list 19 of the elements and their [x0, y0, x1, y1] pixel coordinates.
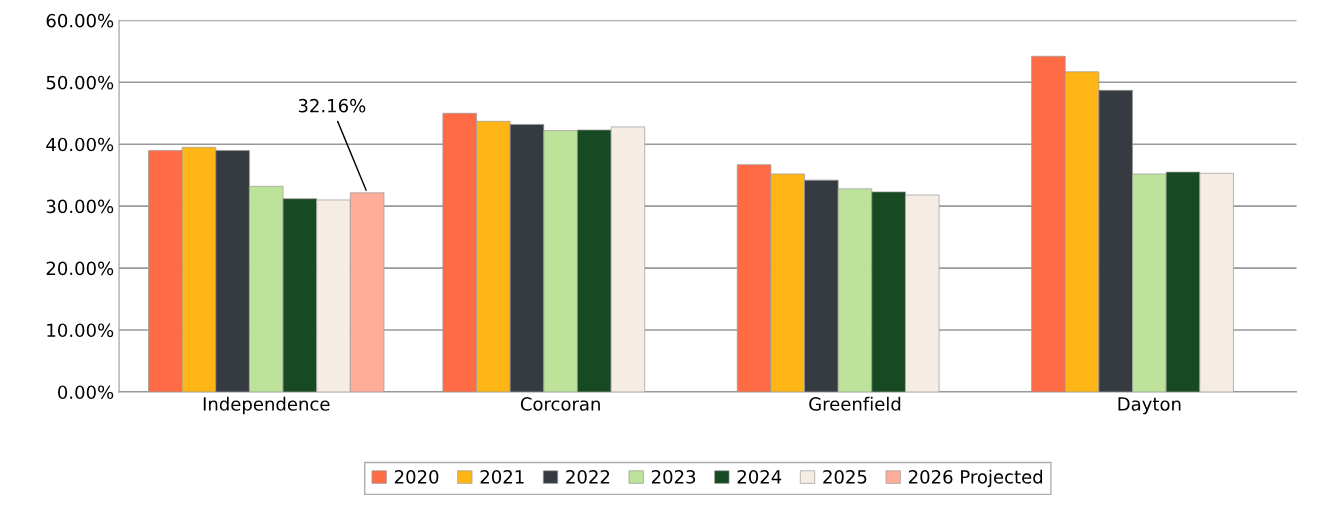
- y-tick-label: 0.00%: [58, 385, 114, 400]
- legend-label: 2024: [737, 470, 782, 484]
- y-tick-label: 50.00%: [46, 75, 114, 90]
- y-tick-label: 20.00%: [46, 261, 114, 276]
- legend-label: 2026 Projected: [908, 469, 1043, 488]
- legend-label: 2021: [480, 470, 524, 484]
- legend-label: 2023: [651, 470, 696, 484]
- x-tick-label: Independence: [203, 396, 330, 415]
- x-tick-label: Greenfield: [809, 396, 901, 411]
- data-label: 32.16%: [298, 98, 366, 113]
- y-tick-label: 10.00%: [47, 323, 114, 338]
- x-tick-label: Corcoran: [520, 397, 600, 411]
- legend-label: 2022: [566, 470, 610, 484]
- y-tick-label: 40.00%: [46, 137, 114, 152]
- legend-label: 2020: [394, 470, 439, 484]
- y-tick-label: 30.00%: [46, 199, 114, 214]
- x-tick-label: Dayton: [1118, 397, 1181, 415]
- y-tick-label: 60.00%: [46, 13, 114, 28]
- legend-label: 2025: [823, 470, 867, 484]
